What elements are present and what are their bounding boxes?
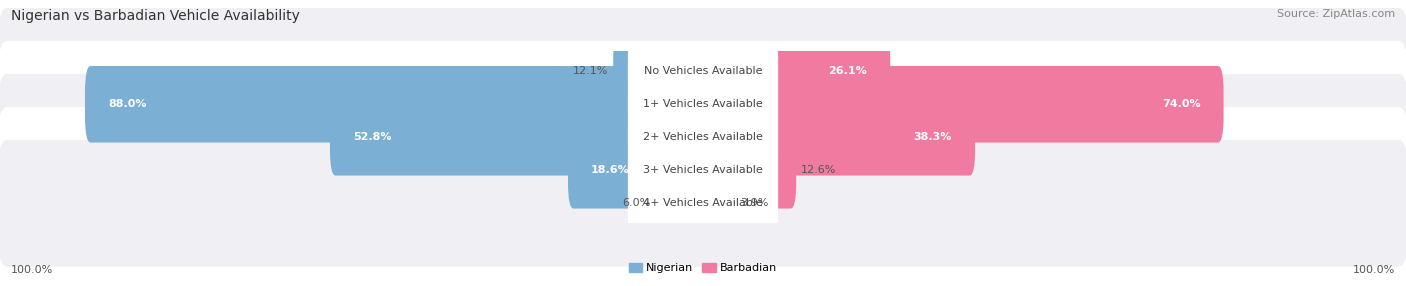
Text: 12.6%: 12.6% (801, 165, 837, 175)
Text: 3+ Vehicles Available: 3+ Vehicles Available (643, 165, 763, 175)
Text: 4+ Vehicles Available: 4+ Vehicles Available (643, 198, 763, 208)
FancyBboxPatch shape (84, 66, 709, 142)
FancyBboxPatch shape (330, 99, 709, 176)
FancyBboxPatch shape (697, 165, 735, 242)
FancyBboxPatch shape (697, 99, 976, 176)
FancyBboxPatch shape (628, 166, 778, 241)
Text: 74.0%: 74.0% (1161, 99, 1201, 109)
Text: 88.0%: 88.0% (108, 99, 146, 109)
FancyBboxPatch shape (613, 33, 709, 110)
FancyBboxPatch shape (0, 8, 1406, 135)
FancyBboxPatch shape (697, 66, 1223, 142)
FancyBboxPatch shape (568, 132, 709, 208)
FancyBboxPatch shape (697, 33, 890, 110)
Text: 12.1%: 12.1% (574, 66, 609, 76)
FancyBboxPatch shape (628, 34, 778, 109)
Text: 6.0%: 6.0% (623, 198, 651, 208)
Text: No Vehicles Available: No Vehicles Available (644, 66, 762, 76)
FancyBboxPatch shape (0, 41, 1406, 168)
Text: 2+ Vehicles Available: 2+ Vehicles Available (643, 132, 763, 142)
FancyBboxPatch shape (628, 100, 778, 174)
FancyBboxPatch shape (0, 107, 1406, 234)
Text: Nigerian vs Barbadian Vehicle Availability: Nigerian vs Barbadian Vehicle Availabili… (11, 9, 299, 23)
Text: 100.0%: 100.0% (11, 265, 53, 275)
Legend: Nigerian, Barbadian: Nigerian, Barbadian (624, 258, 782, 278)
Text: 38.3%: 38.3% (914, 132, 952, 142)
Text: 3.9%: 3.9% (741, 198, 769, 208)
Text: 1+ Vehicles Available: 1+ Vehicles Available (643, 99, 763, 109)
FancyBboxPatch shape (655, 165, 709, 242)
Text: 26.1%: 26.1% (828, 66, 868, 76)
FancyBboxPatch shape (628, 133, 778, 208)
FancyBboxPatch shape (697, 132, 796, 208)
Text: Source: ZipAtlas.com: Source: ZipAtlas.com (1277, 9, 1395, 19)
FancyBboxPatch shape (628, 67, 778, 142)
FancyBboxPatch shape (0, 140, 1406, 267)
Text: 52.8%: 52.8% (353, 132, 391, 142)
Text: 18.6%: 18.6% (591, 165, 630, 175)
FancyBboxPatch shape (0, 74, 1406, 201)
Text: 100.0%: 100.0% (1353, 265, 1395, 275)
